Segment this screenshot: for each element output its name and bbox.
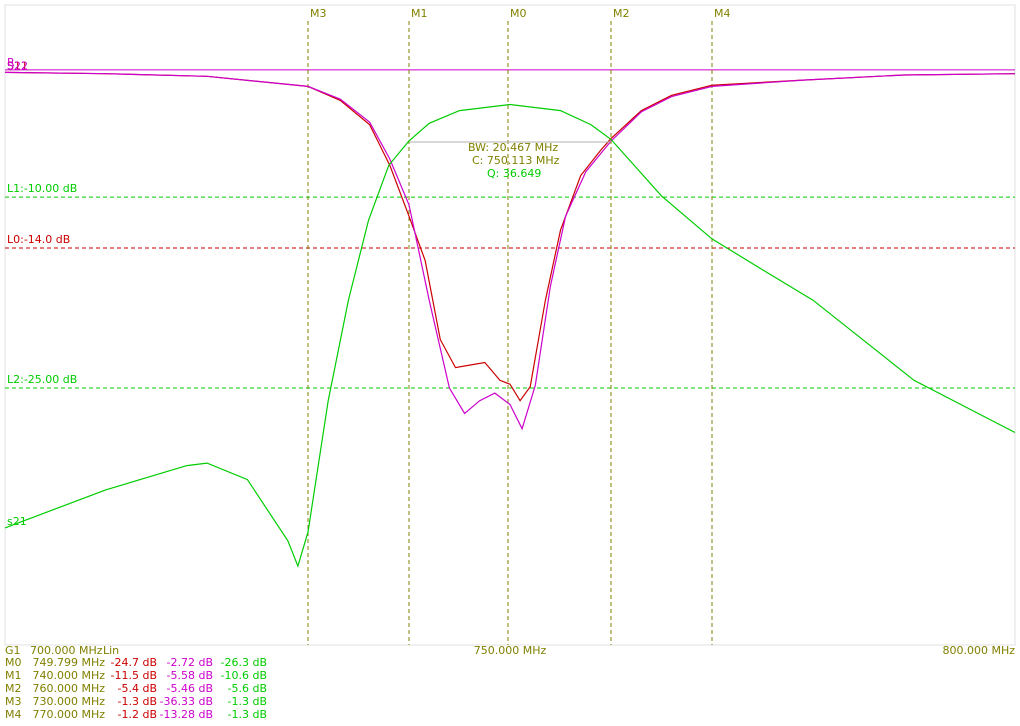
- marker-row-name: M4: [5, 708, 22, 721]
- marker-readout: -13.28 dB: [160, 708, 214, 721]
- q-text: Q: 36.649: [487, 167, 541, 180]
- marker-row-freq: 740.000 MHz: [32, 669, 105, 682]
- marker-readout: -10.6 dB: [221, 669, 268, 682]
- marker-row-freq: 730.000 MHz: [32, 695, 105, 708]
- limit-label: L0:-14.0 dB: [7, 233, 70, 246]
- marker-readout: -24.7 dB: [111, 656, 158, 669]
- trace: [4, 103, 1016, 568]
- group-label: G1: [5, 644, 21, 657]
- marker-row-freq: 760.000 MHz: [32, 682, 105, 695]
- marker-readout: -1.3 dB: [118, 695, 158, 708]
- marker-readout: -36.33 dB: [160, 695, 214, 708]
- marker-readout: -5.6 dB: [228, 682, 268, 695]
- marker-readout: -5.58 dB: [167, 669, 214, 682]
- marker-readout: -1.3 dB: [228, 708, 268, 721]
- limit-label: L1:-10.00 dB: [7, 182, 77, 195]
- marker-label: M2: [613, 7, 630, 20]
- trace: [4, 71, 1016, 402]
- marker-readout: -1.2 dB: [118, 708, 158, 721]
- limit-label: L2:-25.00 dB: [7, 373, 77, 386]
- marker-readout: -26.3 dB: [221, 656, 268, 669]
- x-tick-label: 750.000 MHz: [474, 644, 547, 657]
- marker-row-name: M2: [5, 682, 22, 695]
- marker-row-name: M0: [5, 656, 22, 669]
- marker-label: M1: [411, 7, 428, 20]
- plot-area: [4, 4, 1016, 646]
- marker-readout: -5.4 dB: [118, 682, 158, 695]
- trace-label: s21: [7, 515, 27, 528]
- marker-readout: -11.5 dB: [111, 669, 158, 682]
- trace-label: S11: [7, 59, 28, 72]
- marker-row-freq: 770.000 MHz: [32, 708, 105, 721]
- trace: [4, 71, 1016, 431]
- marker-label: M0: [510, 7, 527, 20]
- x-tick-label: 800.000 MHz: [942, 644, 1015, 657]
- marker-readout: -2.72 dB: [167, 656, 214, 669]
- marker-row-name: M3: [5, 695, 22, 708]
- center-text: C: 750.113 MHz: [472, 154, 560, 167]
- x-tick-label: 700.000 MHz: [30, 644, 103, 657]
- marker-label: M3: [310, 7, 327, 20]
- marker-row-freq: 749.799 MHz: [32, 656, 105, 669]
- bw-text: BW: 20.467 MHz: [468, 141, 558, 154]
- marker-readout: -1.3 dB: [228, 695, 268, 708]
- marker-label: M4: [714, 7, 731, 20]
- reference-label: R: [7, 56, 15, 69]
- scale-label: Lin: [103, 644, 119, 657]
- marker-row-name: M1: [5, 669, 22, 682]
- trace-label: S22: [7, 59, 28, 72]
- marker-readout: -5.46 dB: [167, 682, 214, 695]
